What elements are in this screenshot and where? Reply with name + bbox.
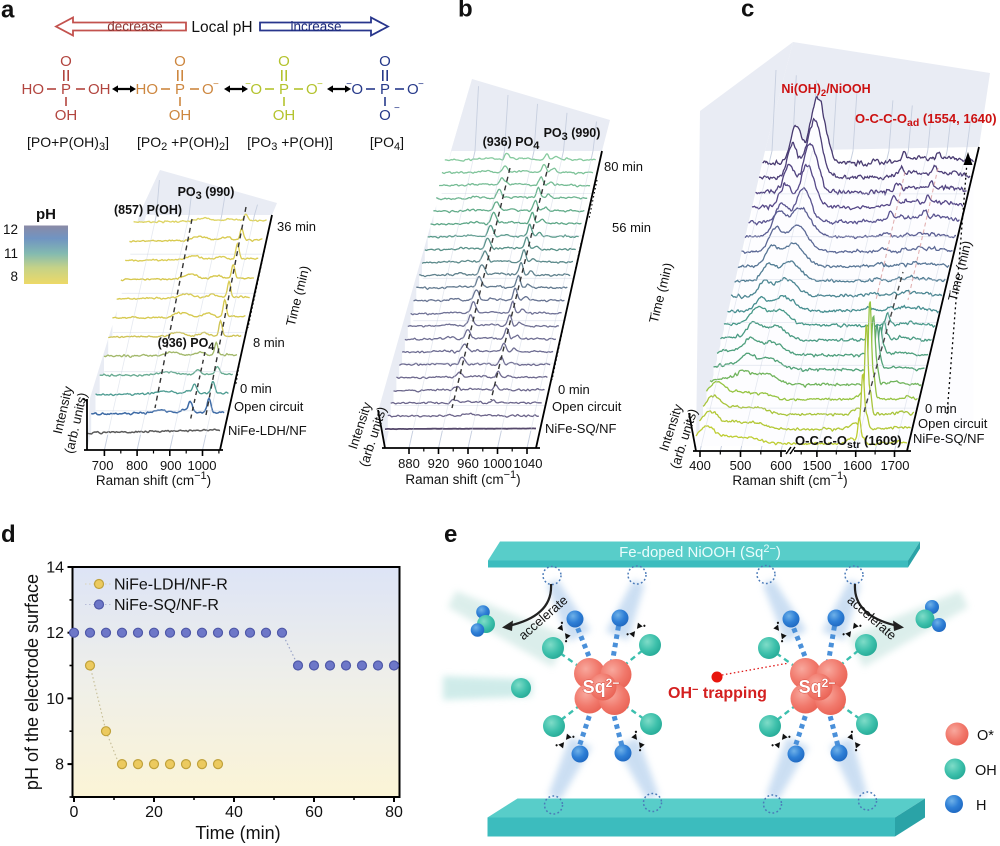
svg-text:−: − (418, 79, 424, 90)
svg-text:decrease: decrease (107, 19, 163, 34)
svg-text:OH: OH (55, 107, 78, 124)
svg-text:[PO2 +P(OH)2]: [PO2 +P(OH)2] (137, 134, 229, 153)
svg-text:800: 800 (126, 458, 148, 473)
svg-text:56 min: 56 min (612, 220, 651, 235)
svg-text:Raman shift (cm−1): Raman shift (cm−1) (405, 469, 520, 487)
svg-text:NiFe-SQ/NF: NiFe-SQ/NF (913, 431, 985, 446)
svg-text:H: H (976, 798, 986, 814)
svg-text:HO: HO (22, 81, 45, 98)
svg-text:1040: 1040 (514, 456, 543, 471)
svg-text:36 min: 36 min (277, 219, 316, 234)
svg-text:O-C-C-Ostr (1609): O-C-C-Ostr (1609) (795, 433, 902, 451)
svg-text:Open circuit: Open circuit (918, 416, 988, 431)
svg-text:1000: 1000 (483, 456, 512, 471)
svg-text:P: P (380, 81, 390, 98)
svg-text:960: 960 (457, 456, 479, 471)
svg-text:O: O (351, 81, 363, 98)
svg-text:O-C-C-Oad (1554, 1640): O-C-C-Oad (1554, 1640) (855, 111, 997, 129)
svg-text:600: 600 (770, 458, 792, 473)
svg-text:14: 14 (46, 560, 64, 577)
svg-text:−: − (346, 79, 352, 90)
svg-text:NiFe-LDH/NF-R: NiFe-LDH/NF-R (114, 577, 228, 594)
svg-text:8: 8 (10, 269, 18, 284)
svg-text:(936) PO4: (936) PO4 (483, 135, 541, 152)
svg-text:OH: OH (273, 107, 296, 124)
svg-text:0: 0 (70, 804, 79, 821)
svg-text:20: 20 (145, 804, 163, 821)
svg-text:a: a (1, 0, 15, 24)
svg-text:PO3 (990): PO3 (990) (544, 126, 601, 143)
svg-text:8 min: 8 min (253, 335, 285, 350)
svg-text:−: − (213, 79, 219, 90)
svg-text:O: O (379, 53, 391, 70)
svg-text:Ni(OH)2/NiOOH: Ni(OH)2/NiOOH (781, 82, 870, 99)
svg-text:1000: 1000 (188, 458, 217, 473)
svg-text:O: O (60, 53, 72, 70)
svg-text:1600: 1600 (843, 458, 872, 473)
svg-text:O*: O* (977, 728, 994, 744)
svg-text:increase: increase (290, 19, 341, 34)
svg-text:400: 400 (689, 458, 711, 473)
svg-text:PO3 (990): PO3 (990) (178, 185, 235, 202)
svg-text:8: 8 (55, 757, 64, 774)
svg-text:0 min: 0 min (925, 401, 957, 416)
svg-text:Local pH: Local pH (191, 19, 252, 36)
svg-text:P: P (61, 81, 71, 98)
svg-text:[PO+P(OH)3]: [PO+P(OH)3] (27, 134, 109, 153)
svg-text:[PO3 +P(OH)]: [PO3 +P(OH)] (247, 134, 333, 153)
svg-text:Open circuit: Open circuit (552, 399, 622, 414)
svg-text:920: 920 (428, 456, 450, 471)
svg-text:OH: OH (975, 763, 997, 779)
svg-text:P: P (175, 81, 185, 98)
svg-text:80: 80 (385, 804, 403, 821)
svg-text:0 min: 0 min (240, 381, 272, 396)
svg-text:NiFe-SQ/NF-R: NiFe-SQ/NF-R (114, 597, 219, 614)
svg-text:P: P (279, 81, 289, 98)
svg-text:e: e (444, 521, 457, 548)
svg-text:−: − (394, 103, 400, 114)
svg-text:Raman shift (cm−1): Raman shift (cm−1) (96, 470, 211, 488)
svg-text:O: O (379, 107, 391, 124)
svg-text:O: O (202, 81, 214, 98)
svg-text:O: O (174, 53, 186, 70)
svg-text:500: 500 (730, 458, 752, 473)
svg-text:OH: OH (169, 107, 192, 124)
svg-text:880: 880 (398, 456, 420, 471)
svg-text:Open circuit: Open circuit (234, 399, 304, 414)
svg-text:60: 60 (305, 804, 323, 821)
svg-text:O: O (306, 81, 318, 98)
svg-text:1500: 1500 (803, 458, 832, 473)
svg-text:0 min: 0 min (558, 382, 590, 397)
svg-text:10: 10 (46, 691, 64, 708)
svg-text:80 min: 80 min (604, 159, 643, 174)
svg-text:pH: pH (36, 206, 56, 223)
svg-text:12: 12 (3, 222, 18, 237)
svg-text:d: d (1, 521, 16, 548)
svg-text:700: 700 (92, 458, 114, 473)
svg-text:(857) P(OH): (857) P(OH) (114, 203, 182, 217)
svg-text:c: c (741, 0, 754, 23)
svg-text:OH: OH (88, 81, 111, 98)
svg-text:O: O (278, 53, 290, 70)
svg-text:1700: 1700 (881, 458, 910, 473)
svg-text:900: 900 (160, 458, 182, 473)
svg-text:HO: HO (136, 81, 159, 98)
svg-text:NiFe-SQ/NF: NiFe-SQ/NF (545, 421, 617, 436)
svg-text:O: O (250, 81, 262, 98)
svg-text:OH− trapping: OH− trapping (668, 684, 767, 702)
svg-text:O: O (407, 81, 419, 98)
svg-text:Raman shift (cm−1): Raman shift (cm−1) (732, 470, 847, 488)
svg-text:11: 11 (4, 246, 18, 261)
svg-text:pH of the electrode surface: pH of the electrode surface (22, 574, 42, 790)
svg-text:Time (min): Time (min) (195, 823, 280, 843)
svg-text:Fe-doped NiOOH (Sq2−): Fe-doped NiOOH (Sq2−) (619, 543, 781, 561)
svg-text:12: 12 (46, 625, 64, 642)
svg-text:40: 40 (225, 804, 243, 821)
svg-text:(936) PO4: (936) PO4 (158, 336, 216, 353)
svg-text:−: − (245, 79, 251, 90)
svg-text:b: b (458, 0, 473, 23)
svg-text:NiFe-LDH/NF: NiFe-LDH/NF (228, 423, 307, 438)
svg-text:−: − (317, 79, 323, 90)
